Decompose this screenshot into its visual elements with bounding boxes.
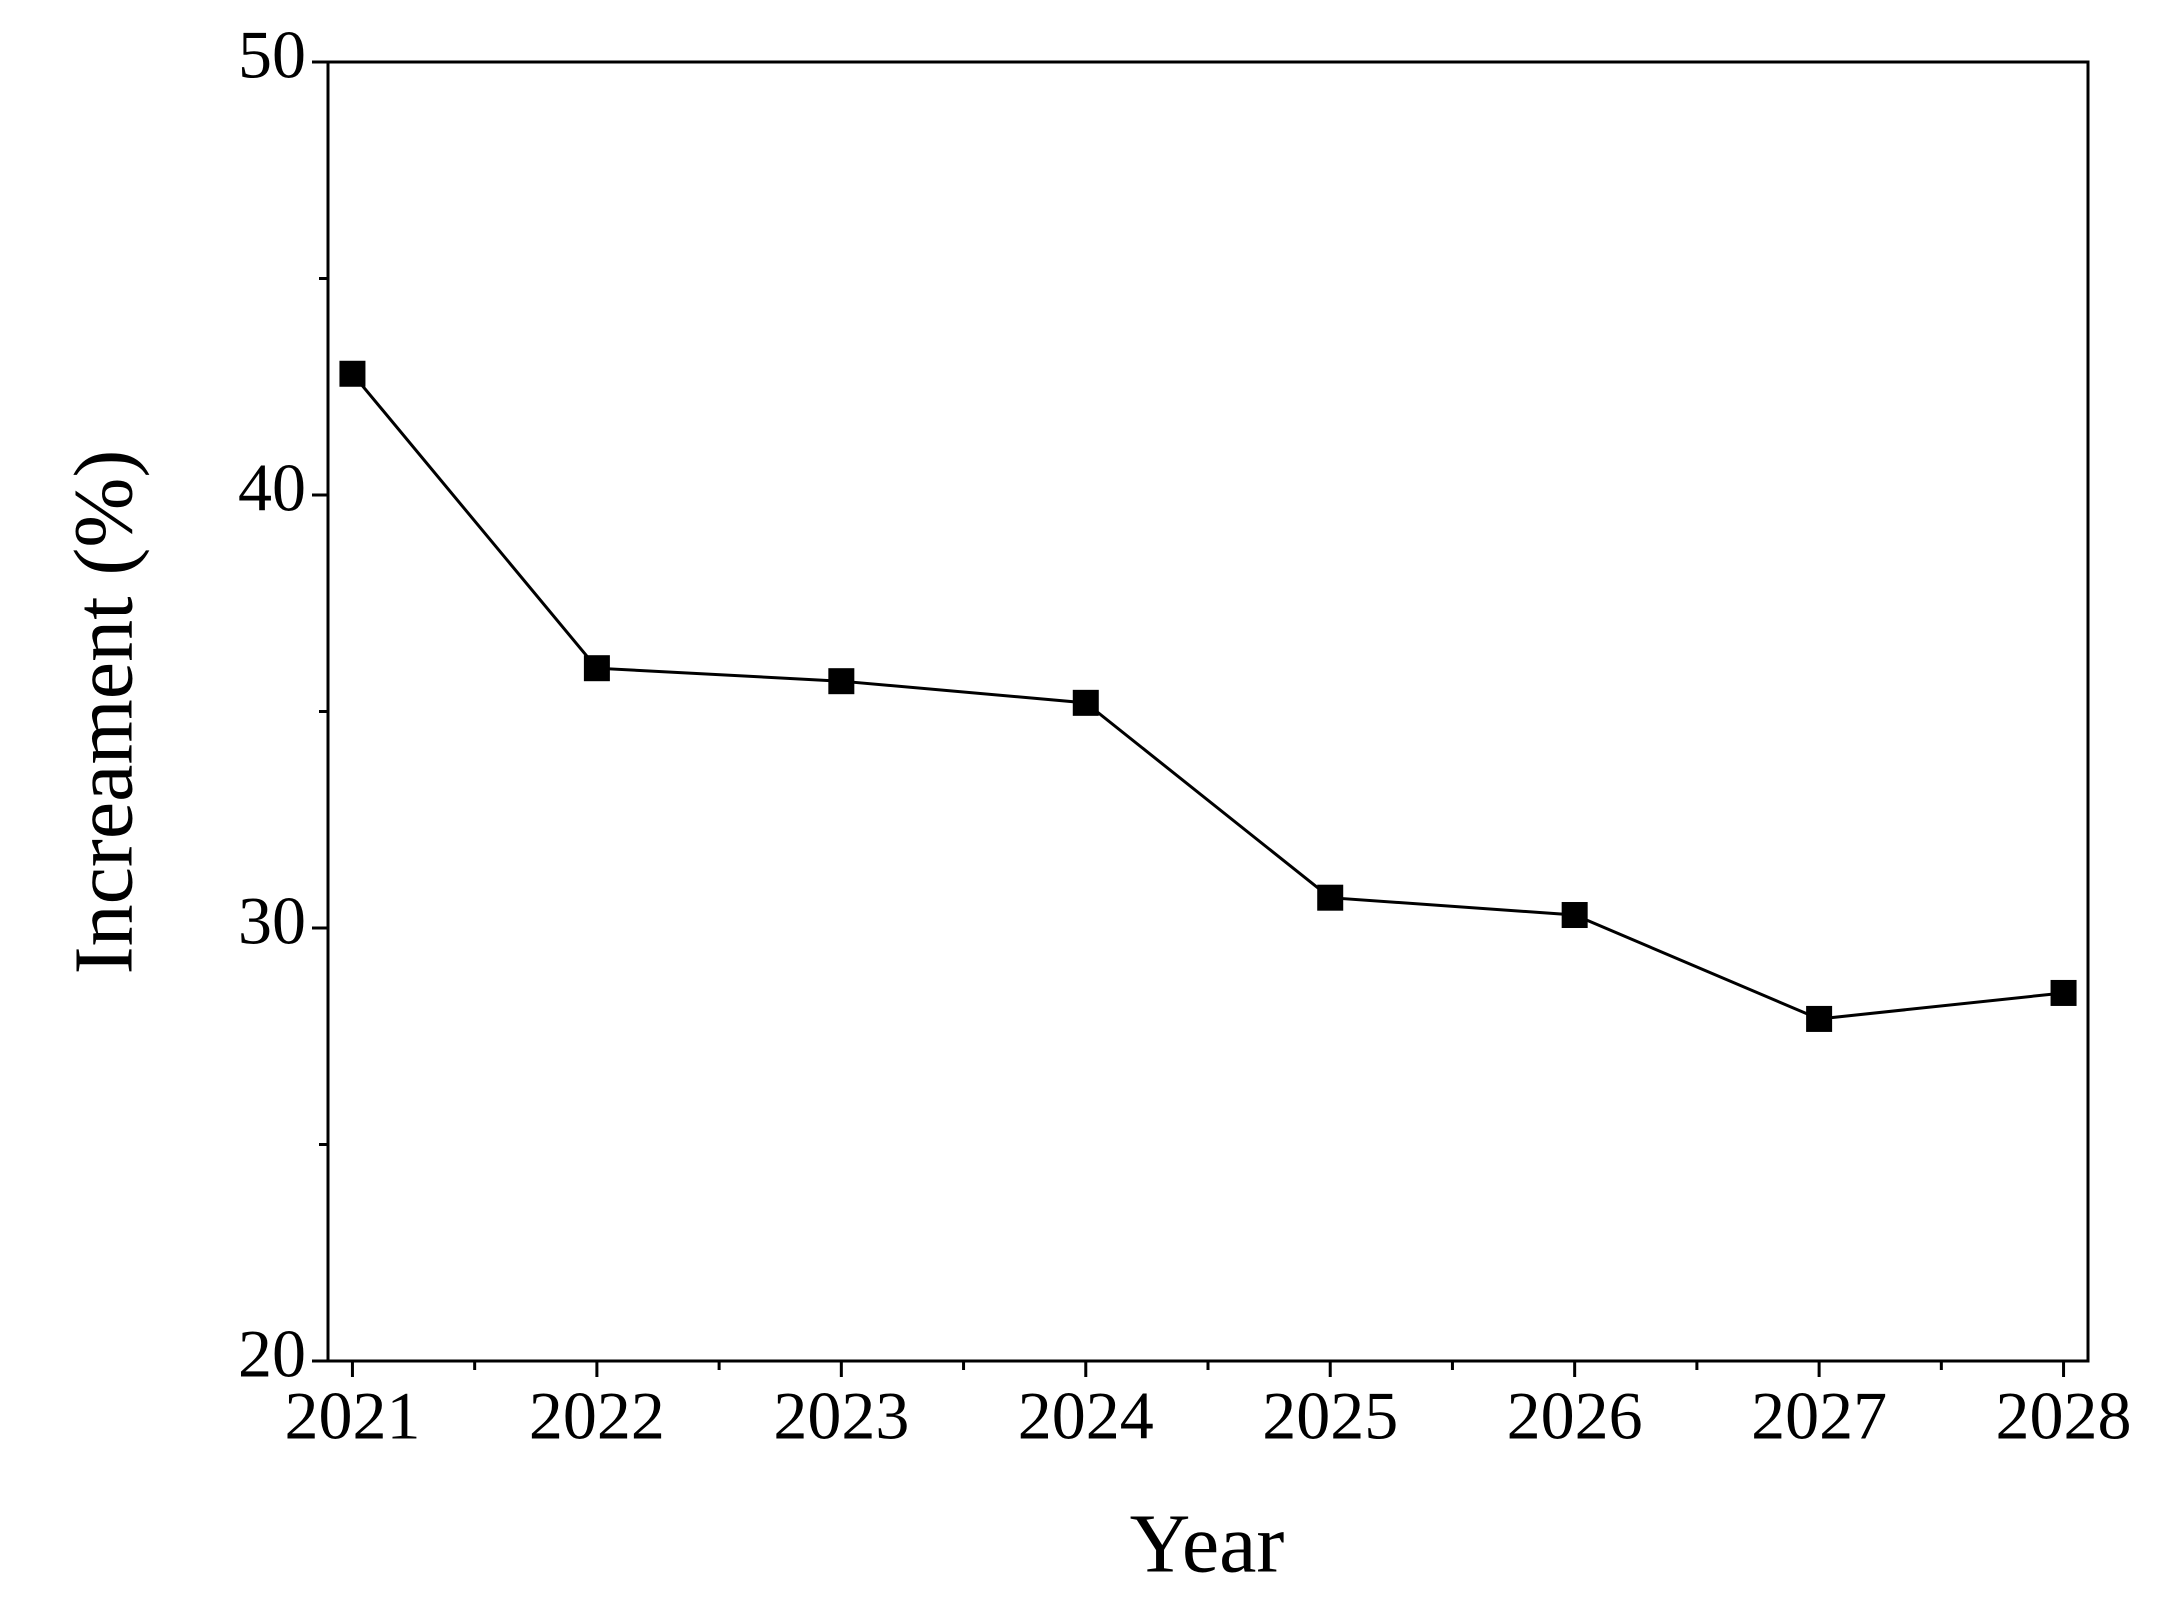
data-point bbox=[339, 360, 366, 387]
x-tick-label: 2024 bbox=[1018, 1378, 1154, 1454]
x-axis-label: Year bbox=[1130, 1497, 1285, 1590]
y-tick-label: 50 bbox=[238, 17, 306, 93]
x-tick-label: 2023 bbox=[773, 1378, 909, 1454]
y-axis-label: Increament (%) bbox=[57, 450, 150, 975]
series-line bbox=[351, 372, 2064, 1021]
data-point bbox=[1806, 1005, 1833, 1032]
y-tick-label: 30 bbox=[238, 883, 306, 959]
data-point bbox=[2050, 979, 2077, 1006]
x-tick-label: 2027 bbox=[1751, 1378, 1887, 1454]
data-point bbox=[583, 655, 610, 682]
data-point bbox=[1561, 902, 1588, 929]
data-point bbox=[1317, 884, 1344, 911]
y-tick-label: 20 bbox=[238, 1316, 306, 1392]
x-tick-label: 2021 bbox=[284, 1378, 420, 1454]
x-tick-label: 2026 bbox=[1507, 1378, 1643, 1454]
x-tick-label: 2022 bbox=[529, 1378, 665, 1454]
x-tick-label: 2025 bbox=[1262, 1378, 1398, 1454]
plot-frame bbox=[326, 60, 2090, 1363]
x-tick-label: 2028 bbox=[1996, 1378, 2132, 1454]
data-point bbox=[1072, 689, 1099, 716]
data-point bbox=[828, 668, 855, 695]
y-tick-label: 40 bbox=[238, 450, 306, 526]
